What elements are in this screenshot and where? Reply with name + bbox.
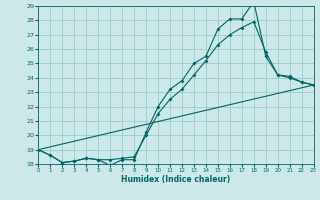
- X-axis label: Humidex (Indice chaleur): Humidex (Indice chaleur): [121, 175, 231, 184]
